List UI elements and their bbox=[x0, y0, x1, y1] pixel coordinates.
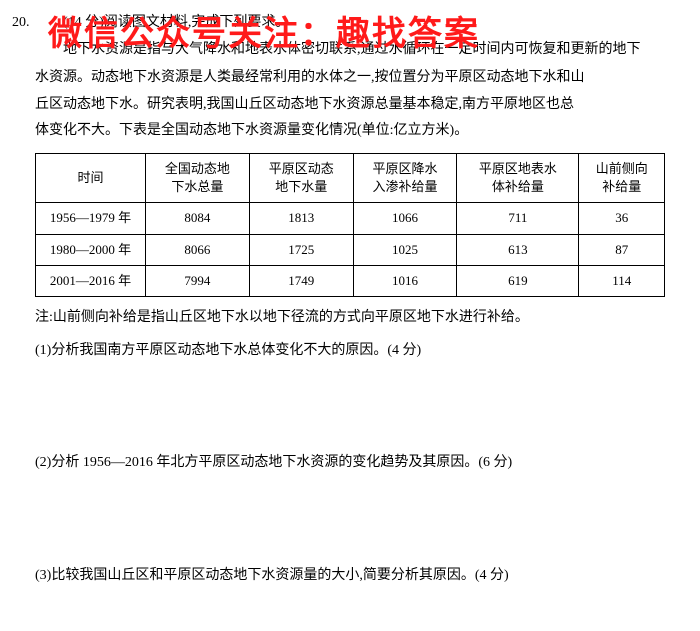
paragraph-line-4: 体变化不大。下表是全国动态地下水资源量变化情况(单位:亿立方米)。 bbox=[35, 118, 665, 145]
table-cell: 1016 bbox=[353, 265, 457, 296]
table-cell: 1956—1979 年 bbox=[36, 203, 146, 234]
table-cell: 2001—2016 年 bbox=[36, 265, 146, 296]
table-header-cell: 平原区动态地下水量 bbox=[249, 153, 353, 202]
table-row: 2001—2016 年 7994 1749 1016 619 114 bbox=[36, 265, 665, 296]
table-cell: 36 bbox=[579, 203, 665, 234]
watermark-text: 微信公众号关注：趣找答案 bbox=[48, 2, 480, 67]
answer-space bbox=[35, 477, 665, 559]
question-number: 20. bbox=[12, 10, 30, 37]
answer-space bbox=[35, 364, 665, 446]
table-row: 1980—2000 年 8066 1725 1025 613 87 bbox=[36, 234, 665, 265]
table-cell: 8066 bbox=[146, 234, 250, 265]
table-cell: 114 bbox=[579, 265, 665, 296]
table-cell: 613 bbox=[457, 234, 579, 265]
table-cell: 1749 bbox=[249, 265, 353, 296]
table-row: 1956—1979 年 8084 1813 1066 711 36 bbox=[36, 203, 665, 234]
paragraph-line-2: 水资源。动态地下水资源是人类最经常利用的水体之一,按位置分为平原区动态地下水和山 bbox=[35, 65, 665, 92]
table-cell: 1725 bbox=[249, 234, 353, 265]
table-cell: 619 bbox=[457, 265, 579, 296]
table-cell: 1980—2000 年 bbox=[36, 234, 146, 265]
table-cell: 1025 bbox=[353, 234, 457, 265]
table-header-cell: 全国动态地下水总量 bbox=[146, 153, 250, 202]
table-header-cell: 平原区降水入渗补给量 bbox=[353, 153, 457, 202]
table-cell: 1066 bbox=[353, 203, 457, 234]
table-cell: 1813 bbox=[249, 203, 353, 234]
paragraph-line-3: 丘区动态地下水。研究表明,我国山丘区动态地下水资源总量基本稳定,南方平原地区也总 bbox=[35, 92, 665, 119]
table-cell: 8084 bbox=[146, 203, 250, 234]
data-table: 时间 全国动态地下水总量 平原区动态地下水量 平原区降水入渗补给量 平原区地表水… bbox=[35, 153, 665, 297]
sub-question-3: (3)比较我国山丘区和平原区动态地下水资源量的大小,简要分析其原因。(4 分) bbox=[35, 563, 665, 590]
table-cell: 7994 bbox=[146, 265, 250, 296]
table-header-cell: 时间 bbox=[36, 153, 146, 202]
table-cell: 87 bbox=[579, 234, 665, 265]
table-cell: 711 bbox=[457, 203, 579, 234]
table-header-row: 时间 全国动态地下水总量 平原区动态地下水量 平原区降水入渗补给量 平原区地表水… bbox=[36, 153, 665, 202]
table-header-cell: 山前侧向补给量 bbox=[579, 153, 665, 202]
table-note: 注:山前侧向补给是指山丘区地下水以地下径流的方式向平原区地下水进行补给。 bbox=[35, 305, 665, 332]
table-header-cell: 平原区地表水体补给量 bbox=[457, 153, 579, 202]
sub-question-2: (2)分析 1956—2016 年北方平原区动态地下水资源的变化趋势及其原因。(… bbox=[35, 450, 665, 477]
sub-question-1: (1)分析我国南方平原区动态地下水总体变化不大的原因。(4 分) bbox=[35, 338, 665, 365]
